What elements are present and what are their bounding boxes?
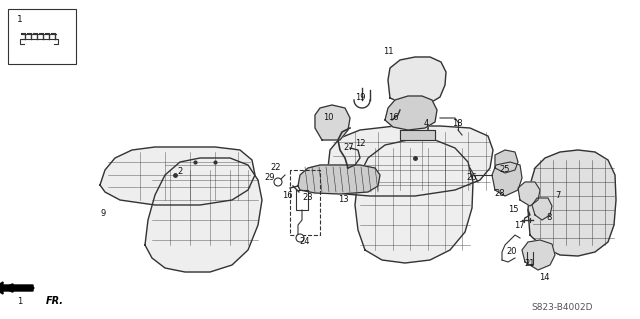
Polygon shape [492, 162, 522, 196]
Circle shape [296, 234, 304, 242]
Text: 1: 1 [17, 14, 23, 24]
Polygon shape [355, 140, 473, 263]
Text: 4: 4 [424, 120, 429, 129]
Text: 7: 7 [556, 190, 561, 199]
Text: 20: 20 [507, 248, 517, 256]
Polygon shape [532, 198, 552, 220]
Text: 24: 24 [300, 238, 310, 247]
Text: 26: 26 [467, 174, 477, 182]
Text: 27: 27 [344, 143, 355, 152]
Polygon shape [145, 158, 262, 272]
Polygon shape [315, 105, 350, 140]
Text: 8: 8 [547, 213, 552, 222]
Text: 9: 9 [100, 209, 106, 218]
Text: 13: 13 [338, 196, 348, 204]
Text: 22: 22 [271, 164, 281, 173]
Polygon shape [518, 182, 540, 206]
Polygon shape [385, 96, 437, 130]
Polygon shape [388, 57, 446, 105]
Text: 10: 10 [323, 113, 333, 122]
Text: 29: 29 [265, 174, 275, 182]
Text: S823-B4002D: S823-B4002D [531, 303, 593, 313]
Text: 2: 2 [177, 167, 182, 176]
Polygon shape [100, 147, 255, 205]
Polygon shape [400, 130, 435, 140]
Circle shape [274, 178, 282, 186]
Polygon shape [298, 165, 380, 194]
Text: 19: 19 [355, 93, 365, 102]
Text: 12: 12 [355, 138, 365, 147]
FancyArrow shape [0, 282, 33, 294]
Polygon shape [528, 150, 616, 256]
Text: 28: 28 [495, 189, 506, 197]
Polygon shape [495, 150, 518, 173]
Text: FR.: FR. [46, 296, 64, 306]
Text: 1: 1 [17, 298, 22, 307]
Polygon shape [522, 240, 555, 270]
Text: 17: 17 [514, 221, 524, 231]
Bar [8, 9, 76, 64]
Text: 16: 16 [388, 114, 398, 122]
Text: 14: 14 [539, 272, 549, 281]
Polygon shape [328, 126, 493, 196]
Text: 16: 16 [282, 191, 292, 201]
Text: 15: 15 [508, 205, 518, 214]
Text: 23: 23 [303, 192, 314, 202]
Text: 25: 25 [500, 166, 510, 174]
Text: 18: 18 [452, 120, 462, 129]
Text: 11: 11 [383, 48, 393, 56]
Text: 21: 21 [525, 258, 535, 268]
